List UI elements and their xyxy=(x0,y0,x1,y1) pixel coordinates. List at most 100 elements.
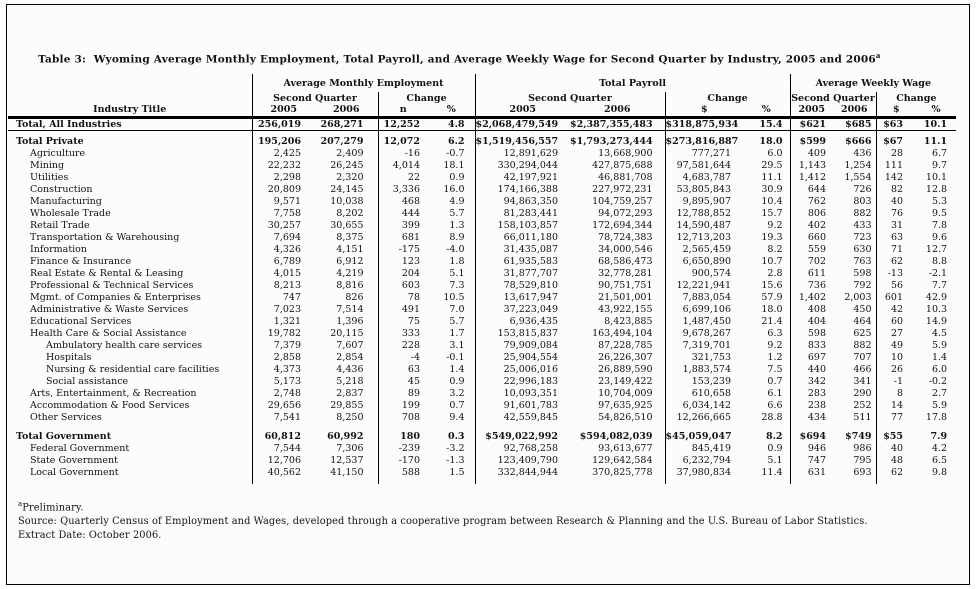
table-row: Wholesale Trade 7,758 8,202 444 5.7 81,283,44… xyxy=(8,207,956,219)
value-cell: 747 xyxy=(251,291,315,303)
value-cell: 598 xyxy=(789,327,834,339)
value-cell: 25,904,554 xyxy=(474,351,570,363)
value-cell: 10,093,351 xyxy=(474,387,570,399)
industry-label: Nursing & residential care facilities xyxy=(46,363,220,375)
value-cell: 97,581,644 xyxy=(664,159,743,171)
value-cell xyxy=(916,423,956,430)
value-cell: 1.8 xyxy=(449,255,465,267)
value-cell: 2.8 xyxy=(767,267,783,279)
value-cell: 342 xyxy=(789,375,834,387)
value-cell: 40 xyxy=(875,442,917,454)
value-cell: 31,877,707 xyxy=(474,267,570,279)
table-row: Nursing & residential care facilities 4,3… xyxy=(8,363,956,375)
value-cell: 7,883,054 xyxy=(664,291,743,303)
value-cell: 630 xyxy=(853,243,872,255)
value-cell: 12,072 xyxy=(377,135,428,147)
value-cell: 4.2 xyxy=(931,442,948,454)
wage-2006-header: 2006 xyxy=(833,104,877,119)
value-cell: $63 xyxy=(875,117,917,131)
value-cell: 14 xyxy=(875,399,917,411)
value-cell: 10.3 xyxy=(925,303,948,315)
industry-label: Local Government xyxy=(30,466,119,478)
employment-change-header: Change xyxy=(377,92,475,104)
value-cell xyxy=(377,423,428,430)
industry-label: Social assistance xyxy=(46,375,129,387)
value-cell: 78,724,383 xyxy=(598,231,653,243)
table-title-footnote-marker: a xyxy=(875,51,881,60)
value-cell: 7,319,701 xyxy=(664,339,743,351)
value-cell: 26,245 xyxy=(330,159,364,171)
value-cell: $318,875,934 xyxy=(664,117,743,131)
value-cell: 10,038 xyxy=(330,195,364,207)
value-cell: 436 xyxy=(853,147,872,159)
payroll-change-header: Change xyxy=(664,92,791,104)
value-cell: 2,003 xyxy=(844,291,872,303)
value-cell: 15.4 xyxy=(743,117,791,131)
value-cell: 762 xyxy=(789,195,834,207)
value-cell: $1,793,273,444 xyxy=(570,135,653,147)
value-cell: -239 xyxy=(377,442,428,454)
value-cell: 227,972,231 xyxy=(592,183,653,195)
table-row: Total Private 195,206 207,279 12,072 6.2 $1,5… xyxy=(8,135,956,147)
value-cell: 12,706 xyxy=(251,454,315,466)
value-cell: 8,816 xyxy=(336,279,364,291)
value-cell: 9.2 xyxy=(767,339,783,351)
value-cell: 204 xyxy=(377,267,428,279)
value-cell: 1.4 xyxy=(931,351,948,363)
value-cell: 777,271 xyxy=(664,147,743,159)
value-cell: 697 xyxy=(789,351,834,363)
table-body: Total, All Industries 256,019 268,271 12,25… xyxy=(8,117,957,484)
value-cell: 409 xyxy=(789,147,834,159)
value-cell: 40,562 xyxy=(251,466,315,478)
value-cell xyxy=(833,423,876,430)
payroll-second-quarter-header: Second Quarter xyxy=(474,92,665,104)
value-cell: 450 xyxy=(853,303,872,315)
value-cell: 32,778,281 xyxy=(598,267,653,279)
value-cell: 21.4 xyxy=(761,315,783,327)
value-cell: 153,239 xyxy=(664,375,743,387)
value-cell: 97,635,925 xyxy=(598,399,653,411)
value-cell: 845,419 xyxy=(664,442,743,454)
footnote-source: Source: Quarterly Census of Employment a… xyxy=(18,516,868,528)
value-cell: $599 xyxy=(789,135,834,147)
value-cell: $621 xyxy=(789,117,834,131)
value-cell: 29,656 xyxy=(251,399,315,411)
value-cell: 341 xyxy=(853,375,872,387)
value-cell: 559 xyxy=(789,243,834,255)
value-cell xyxy=(315,423,378,430)
value-cell: 7.9 xyxy=(930,430,948,442)
value-cell: 2,320 xyxy=(336,171,364,183)
value-cell: 4.9 xyxy=(449,195,465,207)
header-spacer xyxy=(8,74,252,92)
value-cell: 1,143 xyxy=(789,159,834,171)
value-cell: 10.7 xyxy=(761,255,783,267)
value-cell: 9,895,907 xyxy=(664,195,743,207)
value-cell: 10.1 xyxy=(916,117,957,131)
value-cell xyxy=(251,478,315,484)
value-cell: $2,387,355,483 xyxy=(570,117,665,131)
value-cell: 0.7 xyxy=(767,375,783,387)
value-cell: 1.2 xyxy=(767,351,783,363)
value-cell: -4.0 xyxy=(446,243,465,255)
value-cell: 0.9 xyxy=(449,171,465,183)
value-cell xyxy=(428,423,475,430)
value-cell: 90,751,751 xyxy=(598,279,653,291)
value-cell: 404 xyxy=(789,315,834,327)
table-row: Local Government 40,562 41,150 588 1.5 332,84… xyxy=(8,466,956,478)
value-cell: 10,704,009 xyxy=(598,387,653,399)
value-cell: 8,202 xyxy=(336,207,364,219)
value-cell: 82 xyxy=(875,183,917,195)
value-cell: 18.0 xyxy=(761,303,783,315)
value-cell: 26,889,590 xyxy=(598,363,653,375)
value-cell: 19.3 xyxy=(761,231,783,243)
value-cell: 7.8 xyxy=(931,219,948,231)
payroll-2006-header: 2006 xyxy=(570,104,665,119)
value-cell: 2,858 xyxy=(251,351,315,363)
value-cell: 57.9 xyxy=(761,291,783,303)
industry-label: Hospitals xyxy=(46,351,92,363)
value-cell: 598 xyxy=(853,267,872,279)
value-cell: 332,844,944 xyxy=(474,466,570,478)
value-cell: 6.1 xyxy=(767,387,783,399)
value-cell: 5.1 xyxy=(449,267,465,279)
value-cell: 444 xyxy=(377,207,428,219)
